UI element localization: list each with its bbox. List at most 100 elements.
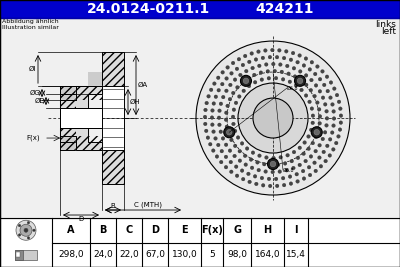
Circle shape <box>206 136 210 139</box>
Circle shape <box>293 75 297 78</box>
Bar <box>0 18 400 218</box>
Text: left: left <box>381 27 396 36</box>
Circle shape <box>264 63 268 66</box>
Circle shape <box>260 176 264 180</box>
Circle shape <box>304 74 308 77</box>
Circle shape <box>314 149 318 153</box>
Circle shape <box>238 73 242 77</box>
Circle shape <box>278 49 281 52</box>
Text: 15,4: 15,4 <box>286 250 306 259</box>
Circle shape <box>240 75 252 86</box>
Circle shape <box>310 128 313 132</box>
Circle shape <box>251 66 254 70</box>
Circle shape <box>238 150 242 153</box>
Circle shape <box>232 108 236 112</box>
Circle shape <box>314 72 317 76</box>
Circle shape <box>250 52 254 55</box>
Text: 22,0: 22,0 <box>119 250 139 259</box>
Circle shape <box>265 156 268 159</box>
Circle shape <box>258 154 261 158</box>
Circle shape <box>308 68 312 71</box>
Circle shape <box>214 95 218 99</box>
Polygon shape <box>60 128 102 150</box>
Circle shape <box>314 129 320 135</box>
Bar <box>102 86 124 150</box>
Circle shape <box>270 161 276 167</box>
Circle shape <box>215 155 219 158</box>
Circle shape <box>226 66 230 69</box>
Circle shape <box>310 78 313 82</box>
Circle shape <box>233 154 236 158</box>
Circle shape <box>212 149 215 152</box>
Circle shape <box>319 164 323 168</box>
Circle shape <box>261 183 265 187</box>
Text: B: B <box>99 225 107 235</box>
Circle shape <box>309 88 313 92</box>
Circle shape <box>294 75 306 86</box>
Circle shape <box>325 75 329 78</box>
Circle shape <box>304 94 308 97</box>
Circle shape <box>256 160 259 164</box>
Circle shape <box>268 184 272 188</box>
Circle shape <box>233 129 237 133</box>
Circle shape <box>332 110 336 113</box>
Circle shape <box>314 135 318 139</box>
Text: D: D <box>78 216 84 222</box>
Circle shape <box>325 124 328 127</box>
Bar <box>15 250 37 260</box>
Circle shape <box>16 220 36 240</box>
Circle shape <box>281 176 285 180</box>
Circle shape <box>226 129 232 135</box>
Text: ØE: ØE <box>34 98 44 104</box>
Circle shape <box>242 89 246 93</box>
Circle shape <box>241 177 245 181</box>
Circle shape <box>224 143 228 147</box>
Circle shape <box>220 160 223 164</box>
Circle shape <box>318 77 322 81</box>
Circle shape <box>303 141 306 144</box>
Circle shape <box>311 121 314 125</box>
Text: 24,0: 24,0 <box>93 250 113 259</box>
Circle shape <box>218 109 221 112</box>
Circle shape <box>278 63 282 66</box>
Circle shape <box>212 130 215 134</box>
Circle shape <box>264 170 268 173</box>
Circle shape <box>310 107 314 110</box>
Circle shape <box>254 58 258 61</box>
Text: B: B <box>111 203 115 209</box>
Circle shape <box>321 137 324 141</box>
Text: H: H <box>264 225 272 235</box>
Circle shape <box>317 108 321 111</box>
Circle shape <box>224 111 228 115</box>
Circle shape <box>241 63 245 67</box>
Circle shape <box>232 91 235 95</box>
Circle shape <box>339 121 343 124</box>
Circle shape <box>222 95 225 99</box>
Circle shape <box>18 224 21 227</box>
Text: 298,0: 298,0 <box>58 250 84 259</box>
Bar <box>102 52 124 86</box>
Circle shape <box>230 138 233 142</box>
Circle shape <box>247 84 251 88</box>
Circle shape <box>318 121 322 125</box>
Circle shape <box>204 122 207 126</box>
Circle shape <box>289 182 293 185</box>
Circle shape <box>243 154 247 158</box>
Circle shape <box>257 50 260 53</box>
Circle shape <box>285 168 288 172</box>
Circle shape <box>250 166 254 170</box>
Circle shape <box>235 174 239 178</box>
Circle shape <box>316 128 320 132</box>
Circle shape <box>243 54 247 58</box>
Circle shape <box>244 163 248 166</box>
Circle shape <box>296 156 300 160</box>
Circle shape <box>331 103 334 106</box>
Circle shape <box>309 155 313 158</box>
Text: links: links <box>375 20 396 29</box>
Circle shape <box>224 155 228 159</box>
Circle shape <box>230 72 233 75</box>
Circle shape <box>321 96 325 100</box>
Circle shape <box>311 141 314 145</box>
Bar <box>60 100 76 136</box>
Circle shape <box>232 122 235 126</box>
